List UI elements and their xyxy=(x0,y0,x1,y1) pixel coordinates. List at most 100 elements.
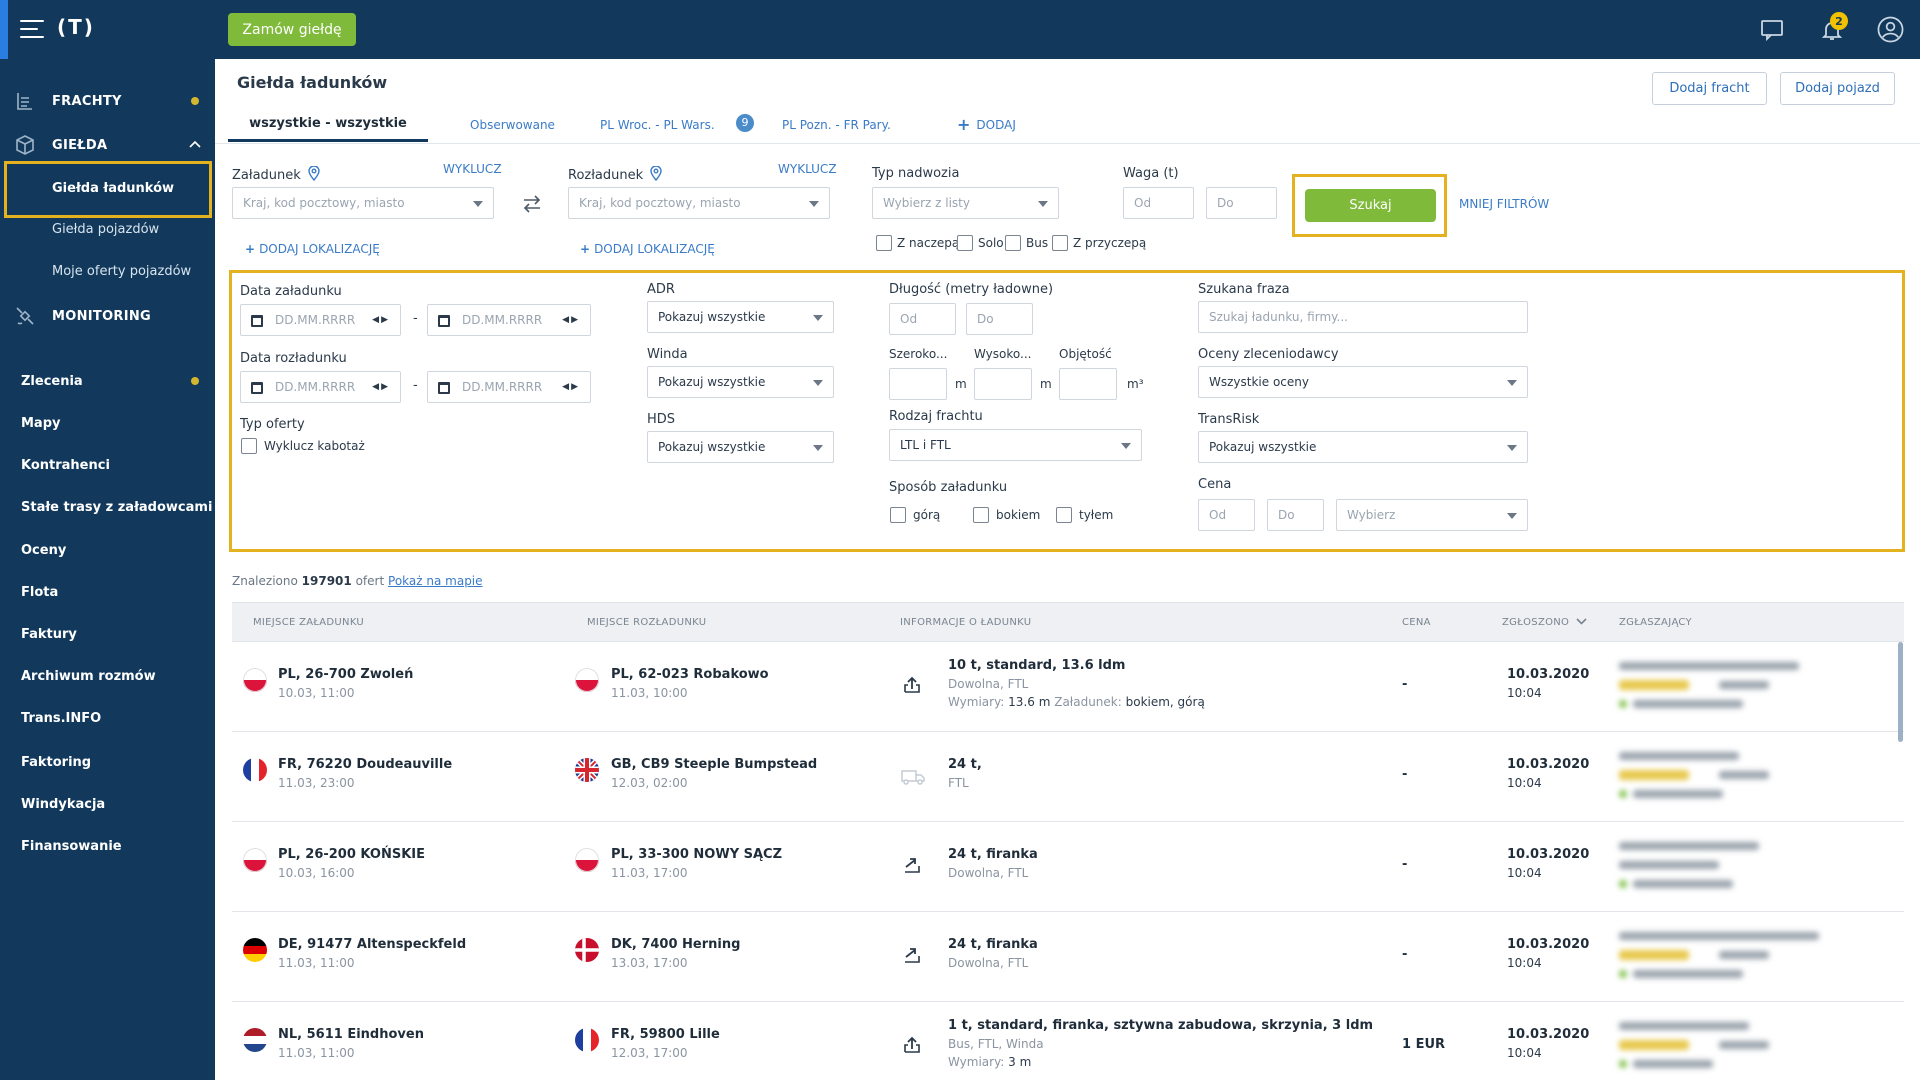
chat-icon[interactable] xyxy=(1760,18,1784,42)
freight-kind-select[interactable]: LTL i FTL xyxy=(889,429,1142,461)
flag-dk-icon xyxy=(575,938,599,962)
tab-watched[interactable]: Obserwowane xyxy=(470,117,555,132)
column-header[interactable]: CENA xyxy=(1402,617,1431,628)
tab-route-2[interactable]: PL Pozn. - FR Pary. xyxy=(782,117,891,132)
checkbox-with-trailer[interactable] xyxy=(1052,235,1068,251)
table-row[interactable]: DE, 91477 Altenspeckfeld 11.03, 11:00 DK… xyxy=(232,912,1904,1002)
tab-route-1[interactable]: PL Wroc. - PL Wars. xyxy=(600,107,715,142)
width-input[interactable] xyxy=(889,368,947,400)
posted-time: 10:04 xyxy=(1507,866,1542,880)
search-button[interactable]: Szukaj xyxy=(1305,189,1436,222)
price-from-input[interactable]: Od xyxy=(1198,499,1255,531)
hds-select[interactable]: Pokazuj wszystkie xyxy=(647,431,834,463)
dim-value: 13.6 m xyxy=(1008,695,1051,709)
weight-from-input[interactable]: Od xyxy=(1123,187,1194,219)
add-vehicle-button[interactable]: Dodaj pojazd xyxy=(1780,72,1895,105)
sidebar-item-chat-archive[interactable]: Archiwum rozmów xyxy=(0,658,215,694)
winch-select[interactable]: Pokazuj wszystkie xyxy=(647,366,834,398)
exclude-unloading-link[interactable]: WYKLUCZ xyxy=(778,162,837,176)
sidebar-item-vehicle-exchange[interactable]: Giełda pojazdów xyxy=(0,211,215,247)
sidebar-item-fracht[interactable]: FRACHTY xyxy=(0,81,215,121)
sidebar-item-financing[interactable]: Finansowanie xyxy=(0,828,215,864)
unloading-date: 12.03, 02:00 xyxy=(611,776,688,790)
loading-location-input[interactable]: Kraj, kod pocztowy, miasto xyxy=(232,187,494,219)
loading-date-to-input[interactable]: DD.MM.RRRR ◀▶ xyxy=(427,304,591,336)
show-on-map-link[interactable]: Pokaż na mapie xyxy=(388,574,483,588)
sidebar-item-my-vehicle-offers[interactable]: Moje oferty pojazdów xyxy=(0,253,215,289)
sidebar-item-fixed-routes[interactable]: Stałe trasy z załadowcami xyxy=(0,489,215,525)
sidebar-item-cargo-exchange[interactable]: Giełda ładunków xyxy=(0,170,215,206)
ratings-select[interactable]: Wszystkie oceny xyxy=(1198,366,1528,398)
hamburger-menu-icon[interactable] xyxy=(20,20,44,38)
unloading-place: GB, CB9 Steeple Bumpstead xyxy=(611,757,818,772)
sidebar-item-fleet[interactable]: Flota xyxy=(0,574,215,610)
currency-select[interactable]: Wybierz xyxy=(1336,499,1528,531)
checkbox-bus[interactable] xyxy=(1005,235,1021,251)
checkbox-solo[interactable] xyxy=(957,235,973,251)
column-header-sorted[interactable]: ZGŁOSZONO xyxy=(1502,617,1587,628)
sidebar-item-ratings[interactable]: Oceny xyxy=(0,532,215,568)
length-from-input[interactable]: Od xyxy=(889,303,956,335)
checkbox-side-loading[interactable] xyxy=(973,507,989,523)
height-input[interactable] xyxy=(974,368,1032,400)
add-unloading-location-link[interactable]: + DODAJ LOKALIZACJĘ xyxy=(580,242,715,256)
sidebar-item-debt-collection[interactable]: Windykacja xyxy=(0,786,215,822)
flag-gb-icon xyxy=(575,758,599,782)
volume-input[interactable] xyxy=(1059,368,1117,400)
fracht-icon xyxy=(17,93,32,110)
sidebar-item-maps[interactable]: Mapy xyxy=(0,405,215,441)
sidebar-sub-label: Giełda pojazdów xyxy=(52,221,160,237)
poster-blurred xyxy=(1619,842,1879,897)
sidebar-item-factoring[interactable]: Faktoring xyxy=(0,744,215,780)
checkbox-back-loading[interactable] xyxy=(1056,507,1072,523)
price-to-input[interactable]: Do xyxy=(1267,499,1324,531)
caret-down-icon xyxy=(813,380,823,386)
sidebar-item-orders[interactable]: Zlecenia xyxy=(0,363,215,399)
phrase-input[interactable]: Szukaj ładunku, firmy... xyxy=(1198,301,1528,333)
table-row[interactable]: FR, 76220 Doudeauville 11.03, 23:00 GB, … xyxy=(232,732,1904,822)
exclude-loading-link[interactable]: WYKLUCZ xyxy=(443,162,502,176)
sidebar-item-gielda[interactable]: GIEŁDA xyxy=(0,125,215,165)
placeholder: DD.MM.RRRR xyxy=(275,380,356,394)
checkbox-exclude-cabotage[interactable] xyxy=(241,438,257,454)
order-exchange-button[interactable]: Zamów giełdę xyxy=(228,13,356,46)
tab-all[interactable]: wszystkie - wszystkie xyxy=(228,107,428,142)
unloading-date-from-input[interactable]: DD.MM.RRRR ◀▶ xyxy=(240,371,401,403)
user-avatar-icon[interactable] xyxy=(1877,16,1904,43)
scrollbar-thumb[interactable] xyxy=(1898,642,1903,742)
sidebar-item-contractors[interactable]: Kontrahenci xyxy=(0,447,215,483)
sidebar-item-monitoring[interactable]: MONITORING xyxy=(0,296,215,336)
unloading-location-input[interactable]: Kraj, kod pocztowy, miasto xyxy=(568,187,830,219)
arrows-icon: ◀▶ xyxy=(372,315,390,325)
loading-date-label: Data załadunku xyxy=(240,284,342,299)
sidebar-item-transinfo[interactable]: Trans.INFO xyxy=(0,700,215,736)
checkbox-top-loading[interactable] xyxy=(890,507,906,523)
table-row[interactable]: NL, 5611 Eindhoven 11.03, 11:00 FR, 5980… xyxy=(232,1002,1904,1080)
column-header[interactable]: INFORMACJE O ŁADUNKU xyxy=(900,617,1032,628)
offer-type-label: Typ oferty xyxy=(240,417,305,432)
body-type-select[interactable]: Wybierz z listy xyxy=(872,187,1059,219)
transrisk-select[interactable]: Pokazuj wszystkie xyxy=(1198,431,1528,463)
unloading-date: 11.03, 10:00 xyxy=(611,686,688,700)
adr-select[interactable]: Pokazuj wszystkie xyxy=(647,301,834,333)
tab-add[interactable]: + DODAJ xyxy=(957,107,1016,142)
sidebar-item-label: Zlecenia xyxy=(21,373,83,389)
accent-strip xyxy=(0,0,8,59)
loading-date-from-input[interactable]: DD.MM.RRRR ◀▶ xyxy=(240,304,401,336)
weight-to-input[interactable]: Do xyxy=(1206,187,1277,219)
less-filters-link[interactable]: MNIEJ FILTRÓW xyxy=(1459,197,1550,211)
add-freight-button[interactable]: Dodaj fracht xyxy=(1652,72,1767,105)
add-loading-location-link[interactable]: + DODAJ LOKALIZACJĘ xyxy=(245,242,380,256)
swap-icon[interactable] xyxy=(522,195,542,213)
unloading-label: Rozładunek xyxy=(568,165,662,183)
table-row[interactable]: PL, 26-200 KOŃSKIE 10.03, 16:00 PL, 33-3… xyxy=(232,822,1904,912)
cargo-info: 24 t, firanka xyxy=(948,847,1038,862)
table-row[interactable]: PL, 26-700 Zwoleń 10.03, 11:00 PL, 62-02… xyxy=(232,642,1904,732)
checkbox-with-semitrailer[interactable] xyxy=(876,235,892,251)
length-to-input[interactable]: Do xyxy=(966,303,1033,335)
unloading-date-to-input[interactable]: DD.MM.RRRR ◀▶ xyxy=(427,371,591,403)
sidebar-item-label: Archiwum rozmów xyxy=(21,668,156,684)
sidebar-item-invoices[interactable]: Faktury xyxy=(0,616,215,652)
column-header[interactable]: MIEJSCE ZAŁADUNKU xyxy=(253,617,365,628)
column-header[interactable]: MIEJSCE ROZŁADUNKU xyxy=(587,617,707,628)
